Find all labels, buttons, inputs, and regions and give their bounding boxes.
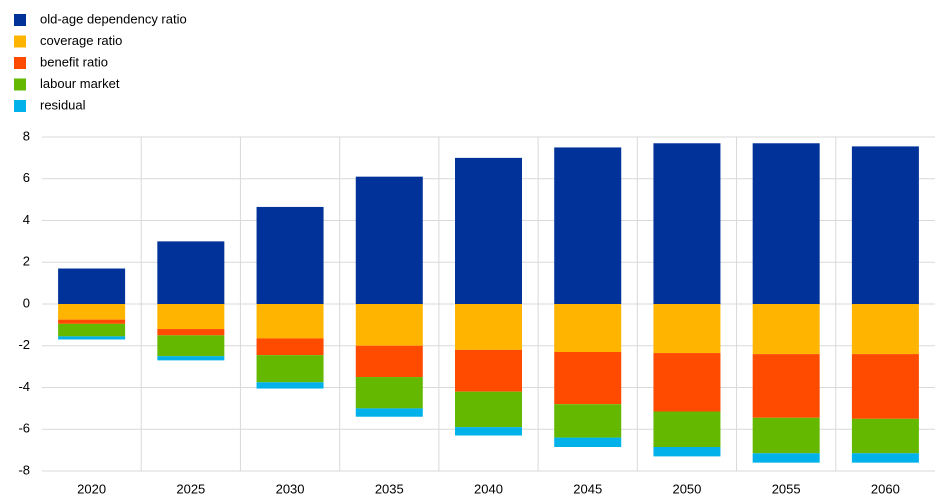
x-tick-label: 2025 [176,481,205,496]
bar-segment [355,304,423,346]
bar-segment [256,338,324,356]
bar-segment [256,206,324,304]
bar-segment [157,241,225,304]
bar-segment [554,304,622,353]
bar-segment [256,304,324,339]
y-tick-label: 6 [23,170,30,185]
bar-segment [653,143,721,304]
legend-label: residual [40,97,86,112]
bar-segment [58,336,126,340]
bar-segment [752,354,820,418]
x-tick-label: 2045 [573,481,602,496]
bar-segment [355,377,423,409]
y-tick-label: -6 [18,421,30,436]
bar-segment [355,408,423,417]
bar-segment [752,304,820,355]
bar-segment [256,382,324,389]
bar-segment [752,143,820,304]
bar-segment [554,352,622,405]
legend-label: coverage ratio [40,33,122,48]
bar-segment [157,356,225,361]
bar-segment [355,345,423,378]
legend-label: benefit ratio [40,54,108,69]
legend-swatch [14,78,26,91]
bar-segment [653,353,721,412]
bar-segment [851,304,919,355]
bar-segment [455,391,522,428]
bar-segment [455,427,522,436]
y-tick-label: -8 [18,462,30,477]
bar-segment [851,146,919,304]
bar-segment [851,354,919,419]
x-tick-label: 2050 [672,481,701,496]
y-tick-label: 4 [23,212,30,227]
legend-swatch [14,100,26,112]
bar-segment [554,404,622,438]
y-tick-label: -4 [18,379,30,394]
bar-segment [355,176,423,304]
y-tick-label: -2 [18,337,30,352]
bar-segment [653,446,721,457]
bar-segment [554,147,622,304]
bar-segment [851,418,919,454]
bar-segment [752,417,820,454]
legend-swatch [14,14,26,26]
bar-segment [58,323,126,337]
bar-segment [653,411,721,447]
bar-segment [157,335,225,357]
y-tick-label: 0 [23,295,30,310]
y-tick-label: 2 [23,254,30,269]
bar-segment [256,355,324,383]
bar-segment [455,349,522,392]
bar-segment [851,453,919,463]
x-tick-label: 2040 [474,481,503,496]
x-tick-label: 2055 [772,481,801,496]
bar-segment [58,268,126,304]
bar-segment [58,304,126,320]
bar-segment [157,304,225,330]
legend-label: labour market [40,76,120,91]
y-tick-label: 8 [23,128,30,143]
legend-label: old-age dependency ratio [40,11,187,26]
bar-segment [653,304,721,354]
bar-segment [752,453,820,463]
bar-segment [554,437,622,447]
legend-swatch [14,57,26,69]
x-tick-label: 2020 [77,481,106,496]
legend-swatch [14,35,26,48]
bar-segment [455,157,522,304]
x-tick-label: 2030 [276,481,305,496]
x-tick-label: 2060 [871,481,900,496]
bar-segment [455,304,522,350]
bar-segment [58,319,126,324]
x-tick-label: 2035 [375,481,404,496]
bar-segment [157,329,225,336]
